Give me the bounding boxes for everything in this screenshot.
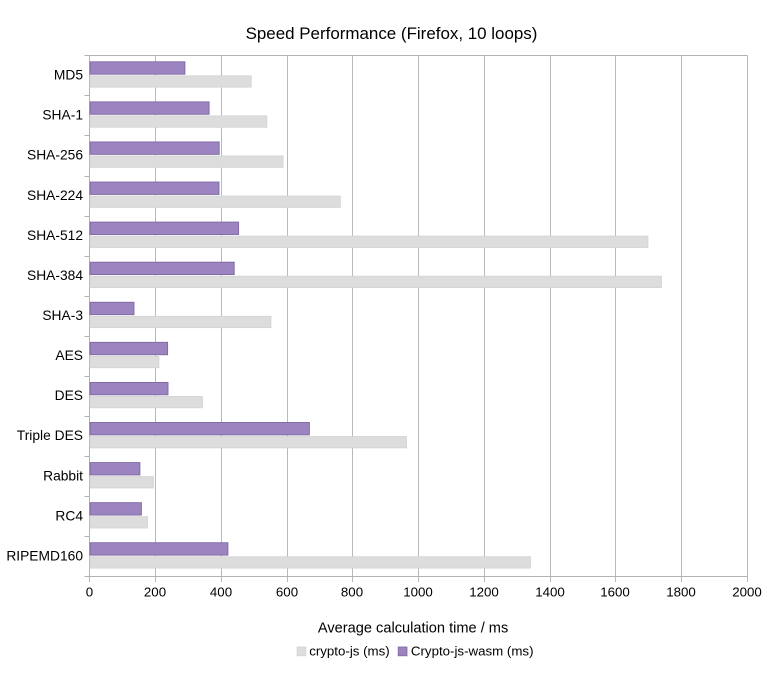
- svg-text:Speed Performance (Firefox, 10: Speed Performance (Firefox, 10 loops): [246, 24, 538, 43]
- svg-text:400: 400: [210, 584, 232, 599]
- svg-text:1200: 1200: [469, 584, 499, 599]
- svg-text:SHA-1: SHA-1: [42, 108, 83, 123]
- svg-text:Crypto-js-wasm (ms): Crypto-js-wasm (ms): [411, 644, 534, 659]
- svg-text:MD5: MD5: [54, 68, 83, 83]
- svg-text:SHA-384: SHA-384: [27, 268, 83, 283]
- svg-text:SHA-224: SHA-224: [27, 188, 83, 203]
- svg-text:DES: DES: [55, 388, 83, 403]
- svg-text:Triple DES: Triple DES: [17, 428, 83, 443]
- svg-text:AES: AES: [55, 348, 83, 363]
- svg-text:1800: 1800: [666, 584, 696, 599]
- svg-text:crypto-js (ms): crypto-js (ms): [309, 644, 390, 659]
- svg-text:SHA-256: SHA-256: [27, 148, 83, 163]
- svg-text:2000: 2000: [732, 584, 762, 599]
- svg-text:600: 600: [276, 584, 298, 599]
- svg-text:1000: 1000: [403, 584, 433, 599]
- svg-text:Rabbit: Rabbit: [43, 468, 83, 483]
- svg-text:1400: 1400: [535, 584, 565, 599]
- svg-text:SHA-3: SHA-3: [42, 308, 83, 323]
- svg-text:0: 0: [86, 584, 93, 599]
- svg-text:SHA-512: SHA-512: [27, 228, 83, 243]
- svg-text:Average calculation time / ms: Average calculation time / ms: [318, 620, 508, 636]
- svg-text:1600: 1600: [600, 584, 630, 599]
- svg-text:200: 200: [144, 584, 166, 599]
- svg-text:800: 800: [341, 584, 363, 599]
- svg-text:RC4: RC4: [55, 508, 83, 523]
- svg-text:RIPEMD160: RIPEMD160: [6, 549, 83, 564]
